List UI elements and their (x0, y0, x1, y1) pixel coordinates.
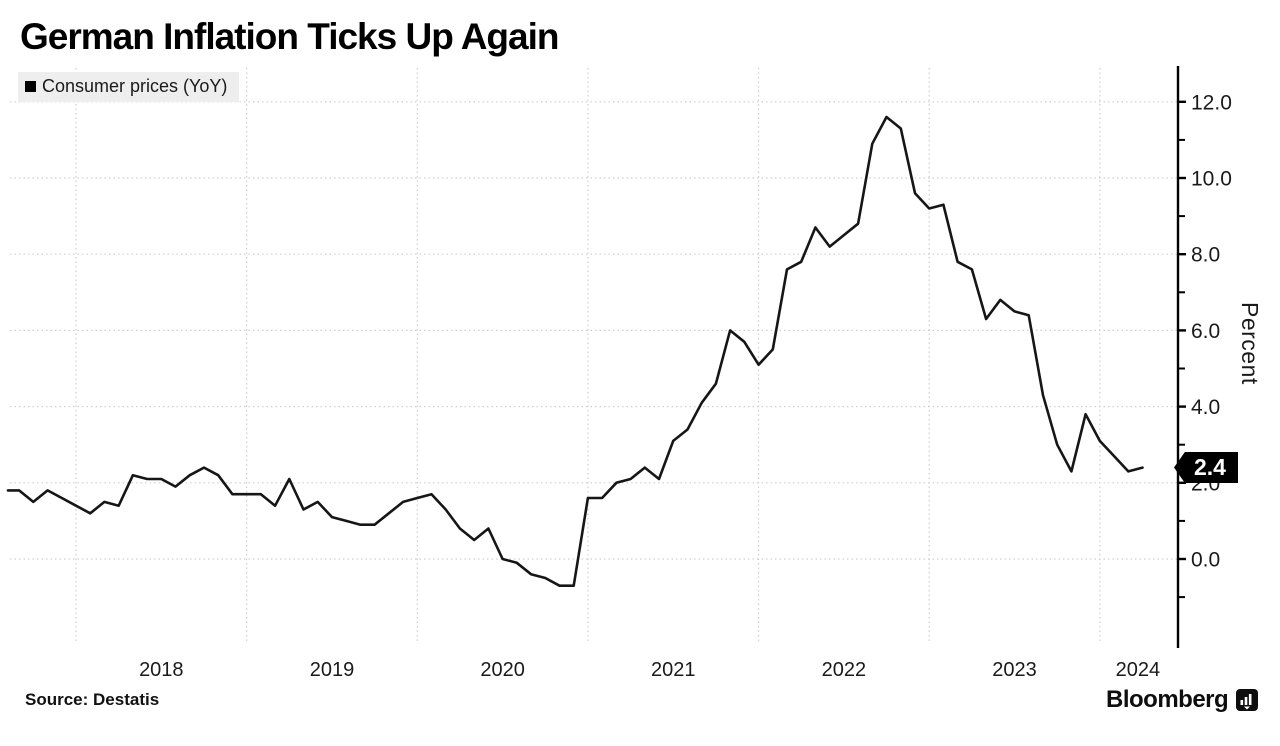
x-axis-year-label: 2024 (1116, 659, 1161, 681)
y-axis-tick-label: 6.0 (1191, 320, 1220, 343)
bloomberg-wordmark: Bloomberg (1106, 686, 1229, 713)
y-axis-tick-label: 0.0 (1191, 549, 1220, 572)
last-value-label: 2.4 (1194, 454, 1226, 480)
x-axis-year-label: 2020 (480, 659, 525, 681)
legend-label: Consumer prices (YoY) (42, 76, 228, 96)
x-axis-year-label: 2019 (310, 659, 355, 681)
chart-title: German Inflation Ticks Up Again (20, 16, 559, 57)
legend-marker-icon (25, 81, 36, 92)
x-axis-year-label: 2021 (651, 659, 696, 681)
y-axis-tick-label: 12.0 (1191, 91, 1232, 114)
last-value-badge: 2.4 (1174, 452, 1238, 483)
bloomberg-logo: Bloomberg (1106, 686, 1259, 714)
x-axis-year-label: 2022 (822, 659, 867, 681)
bloomberg-terminal-icon (1236, 689, 1259, 711)
source-note: Source: Destatis (25, 690, 160, 709)
consumer-prices-line (6, 115, 1144, 588)
x-axis-year-label: 2023 (992, 659, 1037, 681)
y-axis-tick-label: 8.0 (1191, 244, 1220, 267)
y-axis-title: Percent (1237, 302, 1263, 385)
y-axis-tick-label: 10.0 (1191, 168, 1232, 191)
legend: Consumer prices (YoY) (18, 72, 240, 102)
x-axis-year-label: 2018 (139, 659, 184, 681)
y-axis-tick-label: 4.0 (1191, 396, 1220, 419)
